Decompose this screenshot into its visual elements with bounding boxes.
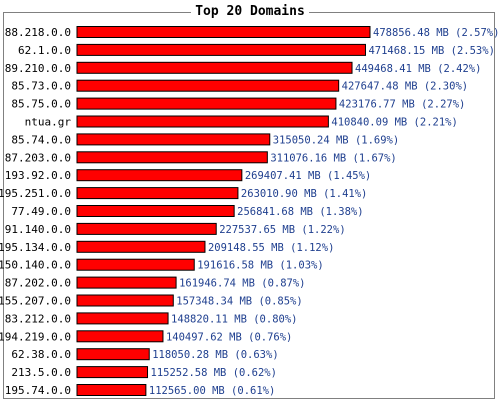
value-label: 449468.41 MB (2.42%)	[355, 63, 481, 75]
value-label: 161946.74 MB (0.87%)	[179, 278, 305, 290]
category-label: 194.219.0.0	[0, 330, 71, 343]
bar	[76, 79, 340, 92]
value-label: 263010.90 MB (1.41%)	[241, 188, 367, 200]
category-label: 150.140.0.0	[0, 259, 71, 272]
value-label: 140497.62 MB (0.76%)	[166, 331, 292, 343]
bar	[76, 258, 195, 271]
bar	[76, 348, 150, 361]
bar	[76, 169, 243, 182]
category-label: 62.38.0.0	[11, 348, 71, 361]
value-label: 471468.15 MB (2.53%)	[368, 45, 494, 57]
value-label: 423176.77 MB (2.27%)	[339, 99, 465, 111]
bar	[76, 97, 337, 110]
category-label: 85.75.0.0	[11, 98, 71, 111]
chart-title: Top 20 Domains	[0, 4, 500, 20]
value-label: 118050.28 MB (0.63%)	[152, 349, 278, 361]
value-label: 410840.09 MB (2.21%)	[331, 117, 457, 129]
bar	[76, 187, 239, 200]
value-label: 191616.58 MB (1.03%)	[197, 260, 323, 272]
category-label: 195.74.0.0	[5, 384, 71, 397]
category-label: 87.203.0.0	[5, 151, 71, 164]
chart-title-text: Top 20 Domains	[191, 4, 309, 19]
bar	[76, 294, 174, 307]
bar	[76, 222, 217, 235]
value-label: 427647.48 MB (2.30%)	[342, 81, 468, 93]
bar	[76, 43, 366, 56]
category-label: 89.210.0.0	[5, 62, 71, 75]
category-label: 85.74.0.0	[11, 133, 71, 146]
category-label: 77.49.0.0	[11, 205, 71, 218]
value-label: 209148.55 MB (1.12%)	[208, 242, 334, 254]
bar	[76, 366, 149, 379]
value-label: 157348.34 MB (0.85%)	[176, 296, 302, 308]
value-label: 112565.00 MB (0.61%)	[149, 385, 275, 397]
bar	[76, 276, 177, 289]
bar	[76, 312, 169, 325]
bar	[76, 115, 329, 128]
category-label: 83.212.0.0	[5, 312, 71, 325]
value-label: 148820.11 MB (0.80%)	[171, 313, 297, 325]
category-label: 85.73.0.0	[11, 80, 71, 93]
category-label: 62.1.0.0	[18, 44, 71, 57]
value-label: 269407.41 MB (1.45%)	[245, 170, 371, 182]
bar	[76, 384, 147, 396]
bar	[76, 240, 206, 253]
bar	[76, 151, 268, 164]
value-label: 315050.24 MB (1.69%)	[273, 134, 399, 146]
value-label: 256841.68 MB (1.38%)	[237, 206, 363, 218]
category-label: 155.207.0.0	[0, 295, 71, 308]
category-label: 87.202.0.0	[5, 277, 71, 290]
category-label: 193.92.0.0	[5, 169, 71, 182]
category-label: 88.218.0.0	[5, 26, 71, 39]
bar	[76, 26, 371, 38]
category-label: 213.5.0.0	[11, 366, 71, 379]
value-label: 227537.65 MB (1.22%)	[219, 224, 345, 236]
value-label: 478856.48 MB (2.57%)	[373, 27, 499, 39]
category-label: ntua.gr	[25, 116, 72, 129]
bar	[76, 61, 353, 74]
category-label: 195.251.0.0	[0, 187, 71, 200]
bar	[76, 133, 271, 146]
bar	[76, 205, 235, 217]
category-label: 195.134.0.0	[0, 241, 71, 254]
bar	[76, 330, 164, 343]
category-label: 91.140.0.0	[5, 223, 71, 236]
value-label: 311076.16 MB (1.67%)	[270, 152, 396, 164]
value-label: 115252.58 MB (0.62%)	[151, 367, 277, 379]
